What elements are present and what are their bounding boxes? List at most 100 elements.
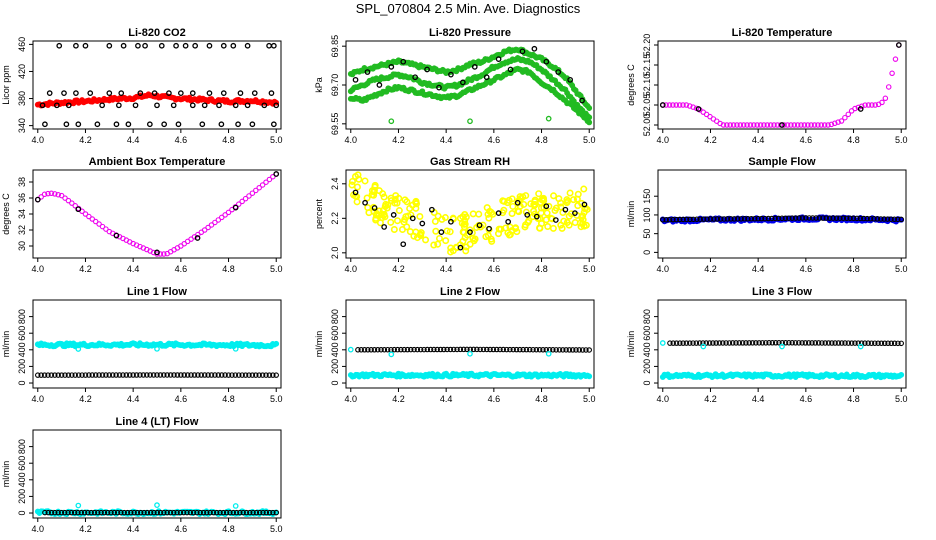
data-point <box>467 350 473 357</box>
data-point <box>431 346 437 353</box>
data-point <box>390 212 397 218</box>
data-point <box>713 340 719 346</box>
plot-frame <box>32 40 282 130</box>
data-point <box>227 509 233 516</box>
x-tick-label: 4.8 <box>847 135 860 145</box>
data-point <box>557 199 565 207</box>
data-point <box>670 340 676 346</box>
data-point <box>65 102 72 109</box>
data-point <box>555 69 562 75</box>
data-point <box>514 207 522 215</box>
x-tick-label: 5.0 <box>895 135 908 145</box>
x-tick-label: 4.8 <box>535 135 548 145</box>
series-pressure-band-a <box>347 46 593 111</box>
data-point <box>779 340 786 346</box>
panel-ambient: Ambient Box Temperature degrees C 4.0 4.2 4.… <box>1 156 282 274</box>
y-axis-label: ml/min <box>626 331 636 358</box>
data-point <box>75 502 82 509</box>
data-point <box>801 122 808 128</box>
y-tick-label: 400 <box>17 472 27 487</box>
data-point <box>237 90 244 96</box>
data-point <box>517 346 523 353</box>
data-point <box>56 42 63 49</box>
data-point <box>45 509 51 516</box>
data-point <box>865 102 872 108</box>
data-point <box>825 122 831 128</box>
data-point <box>586 373 593 380</box>
x-tick-label: 4.6 <box>800 135 813 145</box>
data-point <box>353 183 361 191</box>
data-point <box>792 215 799 221</box>
data-point <box>120 372 126 378</box>
data-point <box>454 346 460 353</box>
data-point <box>796 340 802 346</box>
page-title: SPL_070804 2.5 Min. Ave. Diagnostics <box>355 1 581 16</box>
y-tick-label: 52.05 <box>642 94 652 117</box>
y-tick-label: 800 <box>330 309 340 324</box>
data-point <box>62 195 68 201</box>
data-point <box>720 122 727 128</box>
data-point <box>99 102 106 109</box>
data-point <box>739 340 746 346</box>
data-point <box>151 90 158 96</box>
data-point <box>530 346 536 353</box>
y-tick-label: 2.4 <box>330 178 340 191</box>
data-point <box>474 346 480 353</box>
data-point <box>175 121 182 128</box>
plot-area <box>34 502 280 518</box>
x-tick-label: 4.0 <box>345 394 358 404</box>
data-point <box>125 121 132 128</box>
data-point <box>212 219 218 226</box>
data-point <box>490 346 497 353</box>
data-point <box>216 102 222 109</box>
y-axis-label: ml/min <box>314 331 324 358</box>
data-point <box>544 223 552 231</box>
data-point <box>220 42 227 49</box>
data-point <box>898 340 904 347</box>
data-point <box>401 346 407 353</box>
data-point <box>796 215 802 221</box>
data-point <box>868 340 875 346</box>
data-point <box>677 340 683 346</box>
data-point <box>697 216 703 222</box>
data-point <box>55 509 61 516</box>
data-point <box>42 509 48 516</box>
data-point <box>115 102 122 109</box>
data-point <box>769 215 775 222</box>
data-point <box>862 340 868 346</box>
data-point <box>779 122 785 128</box>
data-point <box>246 193 252 199</box>
data-point <box>48 509 55 516</box>
x-tick-label: 4.8 <box>535 264 548 274</box>
data-point <box>215 372 222 378</box>
data-point <box>462 243 470 251</box>
data-point <box>683 102 690 108</box>
data-point <box>113 121 120 128</box>
data-point <box>850 215 857 222</box>
data-point <box>142 42 148 49</box>
data-point <box>726 340 733 346</box>
data-point <box>422 236 430 244</box>
data-point <box>771 122 777 128</box>
data-point <box>762 215 768 222</box>
x-tick-label: 4.8 <box>222 135 235 145</box>
plot-area <box>34 42 280 128</box>
series-sample-15-min <box>660 215 904 223</box>
data-point <box>161 372 167 378</box>
data-point <box>779 215 785 222</box>
data-point <box>379 190 387 198</box>
data-point <box>411 346 417 353</box>
data-point <box>71 509 78 516</box>
data-point <box>543 58 550 65</box>
y-tick-label: 69.85 <box>330 35 340 58</box>
plot-area <box>659 214 905 225</box>
data-point <box>477 346 483 353</box>
x-tick-label: 4.6 <box>175 135 188 145</box>
data-point <box>380 193 388 201</box>
data-point <box>779 343 785 350</box>
data-point <box>229 372 235 378</box>
x-tick-label: 5.0 <box>895 264 908 274</box>
data-point <box>444 346 450 353</box>
data-point <box>510 346 516 353</box>
plot-frame <box>657 169 907 259</box>
